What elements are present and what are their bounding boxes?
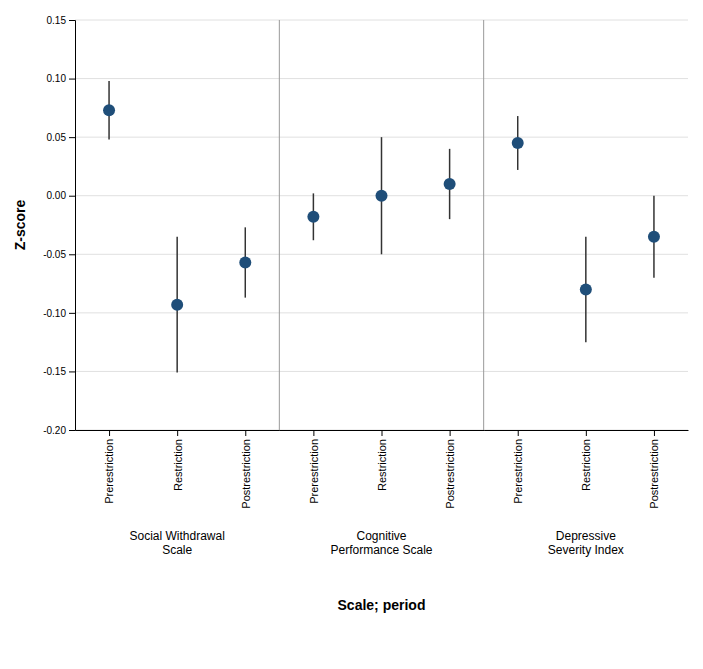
group-label: Social WithdrawalScale [129, 529, 224, 557]
y-tick-mark [69, 430, 75, 431]
grid-line [75, 20, 688, 21]
dot [512, 137, 524, 149]
y-tick: -0.05 [43, 249, 75, 260]
x-tick: Postrestriction [648, 430, 660, 509]
x-tick-mark [177, 430, 178, 436]
chart-container: -0.20 -0.15 -0.10 -0.05 0.00 0.05 0.10 0.15 Prer… [0, 0, 703, 669]
y-tick-mark [69, 137, 75, 138]
y-tick: -0.15 [43, 366, 75, 377]
group-label-line: Cognitive [356, 529, 406, 543]
dot [239, 256, 251, 268]
y-tick-mark [69, 371, 75, 372]
y-tick-label: 0.00 [47, 190, 67, 201]
group-label: DepressiveSeverity Index [548, 529, 624, 557]
x-tick-label: Postrestriction [240, 439, 252, 509]
y-axis: -0.20 -0.15 -0.10 -0.05 0.00 0.05 0.10 0.15 [43, 15, 75, 436]
x-tick-mark [245, 430, 246, 436]
x-tick: Postrestriction [444, 430, 456, 509]
y-tick-mark [69, 20, 75, 21]
y-tick-label: 0.15 [47, 15, 67, 26]
grid-line [75, 78, 688, 79]
chart: -0.20 -0.15 -0.10 -0.05 0.00 0.05 0.10 0.15 Prer… [0, 0, 703, 669]
grid [75, 20, 688, 430]
y-tick-mark [69, 196, 75, 197]
x-axis: Prerestriction Restriction Postrestriction [280, 430, 484, 509]
x-tick-mark [518, 430, 519, 436]
x-tick-label: Restriction [376, 439, 388, 491]
x-axis-title: Scale; period [338, 597, 426, 613]
y-tick-mark [69, 79, 75, 80]
y-tick: -0.10 [43, 308, 75, 319]
dot [444, 178, 456, 190]
x-tick-mark [586, 430, 587, 436]
x-tick-label: Restriction [172, 439, 184, 491]
x-tick: Restriction [376, 430, 388, 491]
dot [307, 211, 319, 223]
y-tick-label: -0.05 [43, 249, 66, 260]
x-tick-label: Prerestriction [512, 439, 524, 504]
group-label-line: Performance Scale [330, 543, 432, 557]
x-tick-label: Restriction [580, 439, 592, 491]
y-tick: 0.00 [47, 190, 75, 201]
x-tick-mark [313, 430, 314, 436]
x-tick-mark [109, 430, 110, 436]
x-tick: Prerestriction [512, 430, 524, 504]
y-tick-label: 0.05 [47, 132, 67, 143]
dot [376, 190, 388, 202]
group-dividers [279, 20, 483, 430]
grid-line [75, 430, 688, 431]
group-label-line: Severity Index [548, 543, 624, 557]
x-tick: Postrestriction [240, 430, 252, 509]
y-tick-mark [69, 313, 75, 314]
x-tick-label: Prerestriction [308, 439, 320, 504]
dot [103, 104, 115, 116]
y-tick-label: -0.20 [43, 425, 66, 436]
group-label-line: Scale [162, 543, 192, 557]
x-tick: Restriction [580, 430, 592, 491]
grid-line [75, 312, 688, 313]
dot [580, 283, 592, 295]
y-tick-label: 0.10 [47, 73, 67, 84]
x-tick-label: Prerestriction [103, 439, 115, 504]
x-tick: Prerestriction [308, 430, 320, 504]
x-tick-label: Postrestriction [444, 439, 456, 509]
x-axis: Prerestriction Restriction Postrestriction [484, 430, 688, 509]
y-tick: 0.05 [47, 132, 75, 143]
x-axis: Prerestriction Restriction Postrestriction [76, 430, 280, 509]
x-tick-mark [654, 430, 655, 436]
x-tick: Restriction [172, 430, 184, 491]
dot [648, 231, 660, 243]
group-divider [483, 20, 484, 430]
x-tick: Prerestriction [103, 430, 115, 504]
y-axis-line [69, 21, 76, 431]
group-label: CognitivePerformance Scale [330, 529, 432, 557]
y-tick: 0.10 [47, 73, 75, 84]
y-tick: 0.15 [47, 15, 75, 26]
group-label-line: Social Withdrawal [129, 529, 224, 543]
dot [171, 299, 183, 311]
grid-line [75, 371, 688, 372]
x-tick-label: Postrestriction [648, 439, 660, 509]
group-divider [279, 20, 280, 430]
y-tick-label: -0.15 [43, 366, 66, 377]
y-tick-mark [69, 254, 75, 255]
x-tick-mark [382, 430, 383, 436]
group-label-line: Depressive [556, 529, 616, 543]
group-labels: Social WithdrawalScale CognitivePerforman… [129, 529, 623, 557]
marks [103, 81, 660, 373]
y-axis-title: Z-score [12, 200, 28, 251]
x-tick-mark [450, 430, 451, 436]
y-tick: -0.20 [43, 425, 75, 436]
y-tick-label: -0.10 [43, 308, 66, 319]
